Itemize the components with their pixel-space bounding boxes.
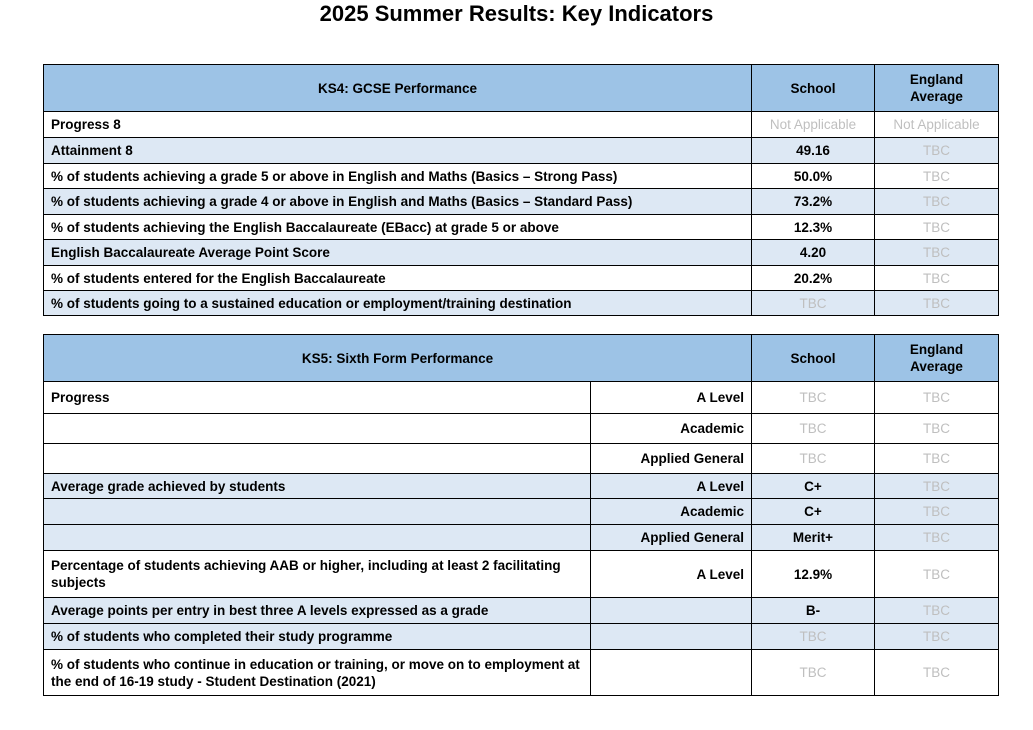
england-value: TBC [874, 649, 999, 696]
indicator-label: % of students achieving a grade 5 or abo… [43, 163, 752, 189]
england-value: TBC [874, 290, 999, 316]
measure-label: Applied General [590, 443, 752, 474]
school-value: 12.3% [751, 214, 875, 240]
table-row: English Baccalaureate Average Point Scor… [43, 239, 999, 266]
table-row: % of students achieving a grade 4 or abo… [43, 188, 999, 215]
school-value: C+ [751, 498, 875, 525]
measure-label: Academic [590, 413, 752, 444]
school-value: TBC [751, 623, 875, 650]
indicator-label: Progress 8 [43, 111, 752, 138]
school-value: 12.9% [751, 550, 875, 598]
table-row: % of students entered for the English Ba… [43, 265, 999, 291]
england-value: TBC [874, 214, 999, 240]
measure-label [590, 623, 752, 650]
table-row: % of students achieving the English Bacc… [43, 214, 999, 240]
school-value: B- [751, 597, 875, 624]
header-cell: England Average [874, 64, 999, 112]
table-row: Applied General Merit+ TBC [43, 524, 999, 551]
measure-label [590, 597, 752, 624]
england-value: TBC [874, 597, 999, 624]
header-cell: KS5: Sixth Form Performance [43, 334, 752, 382]
england-value: TBC [874, 137, 999, 164]
table-row: Academic C+ TBC [43, 498, 999, 525]
indicator-label [43, 413, 591, 444]
measure-label: A Level [590, 381, 752, 414]
school-value: 50.0% [751, 163, 875, 189]
table-row: % of students who continue in education … [43, 649, 999, 696]
table-row: Attainment 8 49.16 TBC [43, 137, 999, 164]
school-value: 49.16 [751, 137, 875, 164]
table-row: % of students going to a sustained educa… [43, 290, 999, 316]
table-row: Average grade achieved by students A Leve… [43, 473, 999, 499]
table-row: Applied General TBC TBC [43, 443, 999, 474]
school-value: C+ [751, 473, 875, 499]
table-row: % of students achieving a grade 5 or abo… [43, 163, 999, 189]
header-cell: KS4: GCSE Performance [43, 64, 752, 112]
header-cell: School [751, 334, 875, 382]
indicator-label: % of students who completed their study … [43, 623, 591, 650]
school-value: 73.2% [751, 188, 875, 215]
england-value: TBC [874, 413, 999, 444]
england-value: Not Applicable [874, 111, 999, 138]
indicator-label: Progress [43, 381, 591, 414]
england-value: TBC [874, 239, 999, 266]
header-cell: School [751, 64, 875, 112]
england-value: TBC [874, 524, 999, 551]
table-row: Progress A Level TBC TBC [43, 381, 999, 414]
table-row: % of students who completed their study … [43, 623, 999, 650]
ks4-table: KS4: GCSE Performance School England Avera… [43, 64, 999, 316]
indicator-label: % of students achieving a grade 4 or abo… [43, 188, 752, 215]
england-value: TBC [874, 473, 999, 499]
england-value: TBC [874, 623, 999, 650]
school-value: TBC [751, 443, 875, 474]
england-value: TBC [874, 265, 999, 291]
header-row: KS4: GCSE Performance School England Avera… [43, 64, 999, 112]
indicator-label [43, 498, 591, 525]
header-cell: England Average [874, 334, 999, 382]
measure-label: A Level [590, 550, 752, 598]
indicator-label: % of students entered for the English Ba… [43, 265, 752, 291]
table-row: Percentage of students achieving AAB or … [43, 550, 999, 598]
table-row: Average points per entry in best three A… [43, 597, 999, 624]
england-value: TBC [874, 550, 999, 598]
table-row: Progress 8 Not Applicable Not Applicable [43, 111, 999, 138]
ks5-table: KS5: Sixth Form Performance School England… [43, 334, 999, 696]
header-row: KS5: Sixth Form Performance School England… [43, 334, 999, 382]
indicator-label: Average grade achieved by students [43, 473, 591, 499]
england-value: TBC [874, 163, 999, 189]
indicator-label: English Baccalaureate Average Point Scor… [43, 239, 752, 266]
school-value: TBC [751, 649, 875, 696]
england-value: TBC [874, 381, 999, 414]
school-value: Merit+ [751, 524, 875, 551]
england-value: TBC [874, 188, 999, 215]
measure-label: Applied General [590, 524, 752, 551]
school-value: TBC [751, 381, 875, 414]
school-value: 4.20 [751, 239, 875, 266]
page-title: 2025 Summer Results: Key Indicators [319, 1, 714, 26]
indicator-label: Percentage of students achieving AAB or … [43, 550, 591, 598]
indicator-label [43, 443, 591, 474]
england-value: TBC [874, 443, 999, 474]
indicator-label: Attainment 8 [43, 137, 752, 164]
indicator-label: % of students going to a sustained educa… [43, 290, 752, 316]
measure-label: A Level [590, 473, 752, 499]
table-row: Academic TBC TBC [43, 413, 999, 444]
school-value: TBC [751, 290, 875, 316]
school-value: Not Applicable [751, 111, 875, 138]
measure-label [590, 649, 752, 696]
school-value: TBC [751, 413, 875, 444]
england-value: TBC [874, 498, 999, 525]
indicator-label: % of students achieving the English Bacc… [43, 214, 752, 240]
indicator-label: % of students who continue in education … [43, 649, 591, 696]
measure-label: Academic [590, 498, 752, 525]
school-value: 20.2% [751, 265, 875, 291]
indicator-label [43, 524, 591, 551]
indicator-label: Average points per entry in best three A… [43, 597, 591, 624]
